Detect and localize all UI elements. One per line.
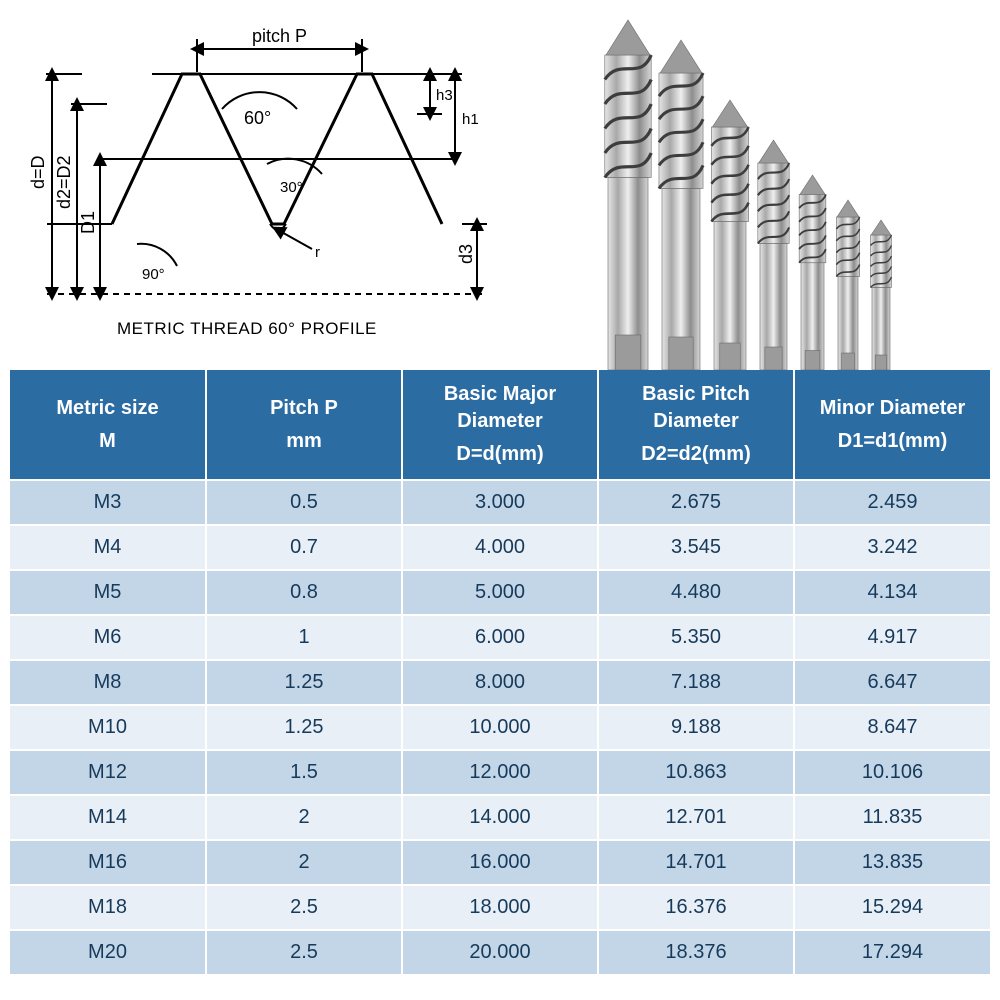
table-cell: 17.294 [794,930,990,975]
table-cell: 1.25 [206,660,402,705]
table-cell: M4 [10,525,206,570]
table-cell: 6.000 [402,615,598,660]
table-header-row: Metric sizeMPitch PmmBasic Major Diamete… [10,370,990,480]
table-cell: M12 [10,750,206,795]
table-cell: 16.000 [402,840,598,885]
table-cell: 1.25 [206,705,402,750]
table-cell: 9.188 [598,705,794,750]
tap-set-image [588,0,988,370]
label-60deg: 60° [244,108,271,128]
table-cell: 1.5 [206,750,402,795]
table-cell: M5 [10,570,206,615]
table-cell: 18.376 [598,930,794,975]
diagram-caption: METRIC THREAD 60° PROFILE [117,319,377,338]
label-d2D2: d2=D2 [54,155,74,209]
table-cell: M10 [10,705,206,750]
table-row: M16216.00014.70113.835 [10,840,990,885]
table-cell: 16.376 [598,885,794,930]
table-cell: 1 [206,615,402,660]
table-cell: M14 [10,795,206,840]
thread-profile-diagram: pitch P 60° 30° 90° d=D d2=D2 D1 h3 h1 d… [22,14,522,354]
table-cell: 10.863 [598,750,794,795]
table-cell: 2 [206,795,402,840]
table-cell: M6 [10,615,206,660]
table-row: M202.520.00018.37617.294 [10,930,990,975]
table-header-cell: Metric sizeM [10,370,206,480]
table-cell: M20 [10,930,206,975]
table-cell: 0.8 [206,570,402,615]
table-cell: 8.000 [402,660,598,705]
table-cell: 12.000 [402,750,598,795]
table-cell: 7.188 [598,660,794,705]
label-dD: d=D [28,155,48,189]
table-cell: 2.675 [598,480,794,525]
table-row: M50.85.0004.4804.134 [10,570,990,615]
table-row: M121.512.00010.86310.106 [10,750,990,795]
table-cell: 3.545 [598,525,794,570]
table-cell: 10.000 [402,705,598,750]
label-90deg: 90° [142,266,165,283]
table-cell: M8 [10,660,206,705]
thread-spec-table: Metric sizeMPitch PmmBasic Major Diamete… [10,370,990,976]
table-cell: 14.000 [402,795,598,840]
table-cell: 4.134 [794,570,990,615]
table-body: M30.53.0002.6752.459M40.74.0003.5453.242… [10,480,990,975]
table-cell: M16 [10,840,206,885]
table-row: M14214.00012.70111.835 [10,795,990,840]
table-cell: 4.480 [598,570,794,615]
table-cell: M18 [10,885,206,930]
table-row: M101.2510.0009.1888.647 [10,705,990,750]
table-cell: 2.5 [206,885,402,930]
table-cell: 5.350 [598,615,794,660]
label-D1: D1 [78,211,98,234]
table-row: M182.518.00016.37615.294 [10,885,990,930]
table-row: M40.74.0003.5453.242 [10,525,990,570]
table-cell: 5.000 [402,570,598,615]
table-row: M616.0005.3504.917 [10,615,990,660]
table-cell: 2.459 [794,480,990,525]
table-row: M30.53.0002.6752.459 [10,480,990,525]
table-header-cell: Minor DiameterD1=d1(mm) [794,370,990,480]
table-cell: 3.242 [794,525,990,570]
table-cell: 6.647 [794,660,990,705]
table-cell: 2 [206,840,402,885]
table-cell: 13.835 [794,840,990,885]
table-cell: 0.7 [206,525,402,570]
table-cell: 12.701 [598,795,794,840]
table-cell: 18.000 [402,885,598,930]
label-h3: h3 [436,87,453,104]
table-cell: 15.294 [794,885,990,930]
table-header-cell: Basic Pitch DiameterD2=d2(mm) [598,370,794,480]
table-header-cell: Pitch Pmm [206,370,402,480]
table-cell: 4.917 [794,615,990,660]
table-cell: 2.5 [206,930,402,975]
label-pitch: pitch P [252,26,307,46]
table-cell: 14.701 [598,840,794,885]
table-cell: 11.835 [794,795,990,840]
table-cell: 8.647 [794,705,990,750]
table-cell: 4.000 [402,525,598,570]
table-cell: 20.000 [402,930,598,975]
table-cell: 0.5 [206,480,402,525]
table-cell: 3.000 [402,480,598,525]
label-r: r [315,244,320,261]
label-d3: d3 [456,244,476,264]
table-cell: M3 [10,480,206,525]
label-h1: h1 [462,111,479,128]
table-row: M81.258.0007.1886.647 [10,660,990,705]
table-header-cell: Basic Major DiameterD=d(mm) [402,370,598,480]
label-30deg: 30° [280,179,303,196]
table-cell: 10.106 [794,750,990,795]
